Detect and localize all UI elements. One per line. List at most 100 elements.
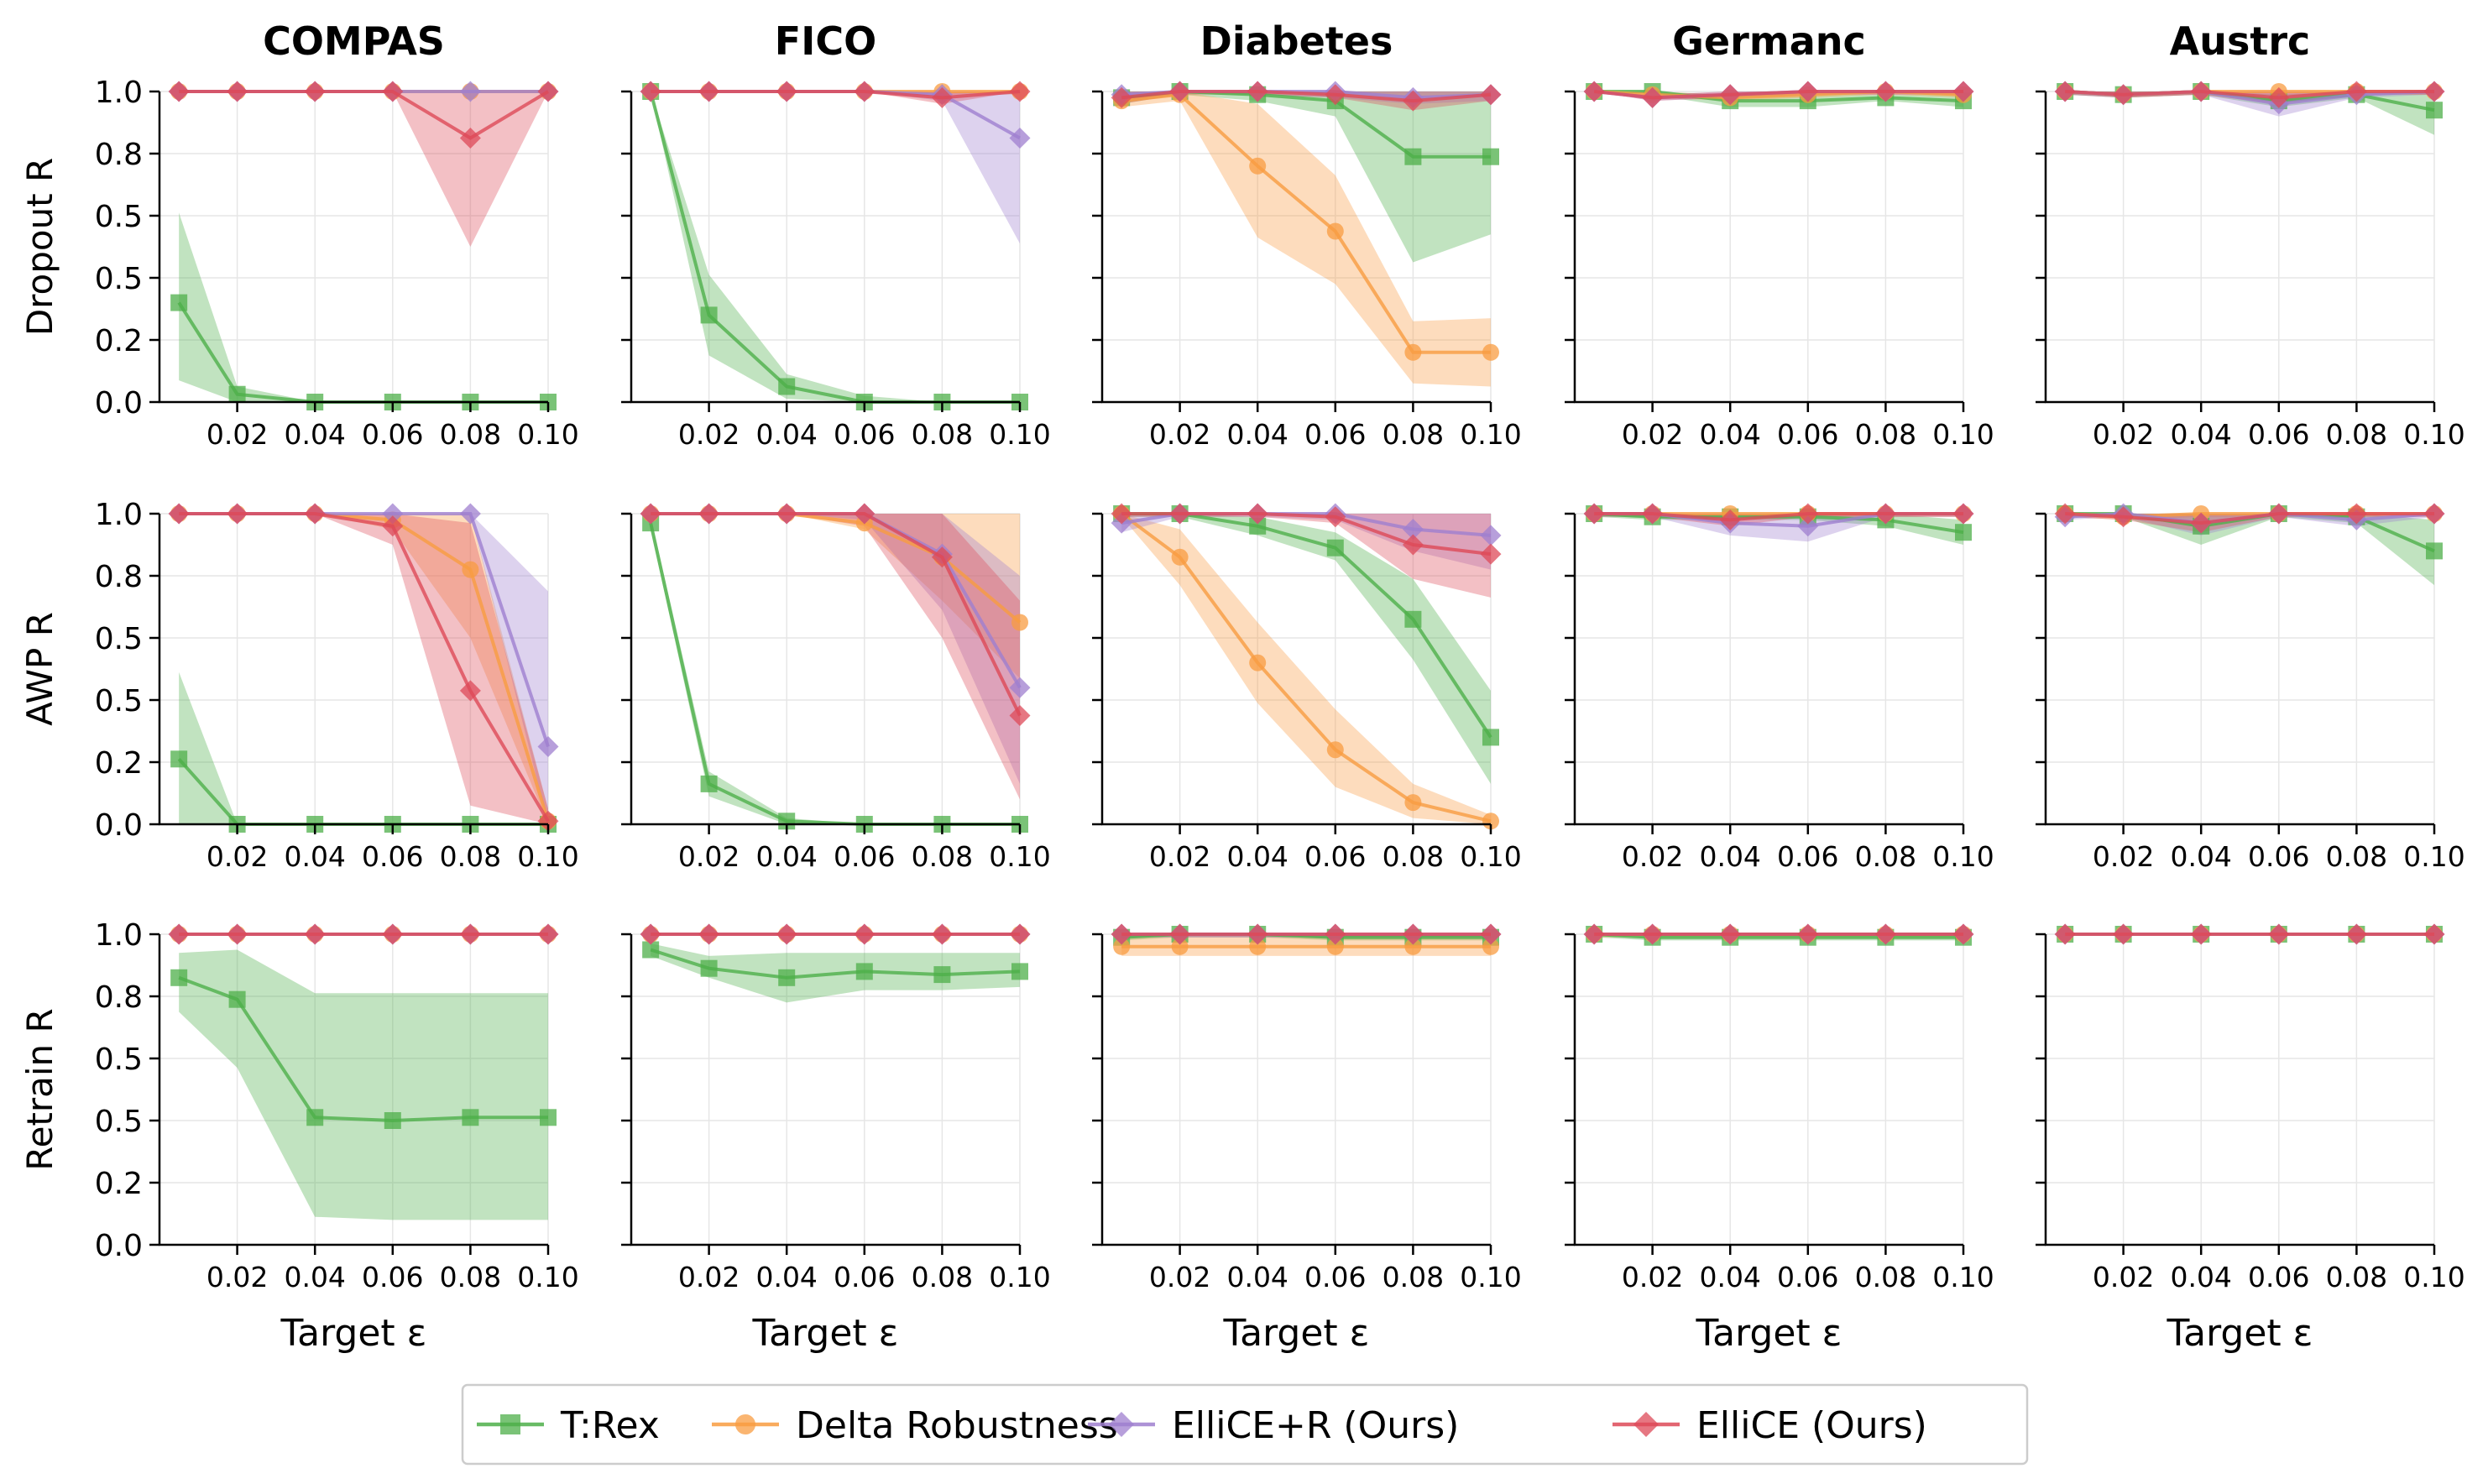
x-tick-label: 0.02 — [1149, 1261, 1210, 1293]
y-tick-label: 1.0 — [95, 498, 143, 532]
point-ellice-ours- — [537, 81, 559, 102]
x-tick-label: 0.02 — [1149, 840, 1210, 873]
point-delta-robustness — [1011, 614, 1028, 631]
point-t-rex — [700, 306, 718, 324]
x-tick-label: 0.10 — [989, 1261, 1050, 1293]
point-delta-robustness — [1171, 938, 1189, 955]
point-ellice-ours- — [1111, 923, 1132, 945]
panel-dropout-austrc: 0.02 0.04 0.06 0.08 0.10 — [2036, 81, 2465, 451]
panel-grid: COMPAS FICO Diabetes Germanc Austrc Dropout R… — [19, 18, 2465, 1355]
y-tick-label: 1.0 — [95, 918, 143, 953]
x-tick-label: 0.08 — [1383, 418, 1444, 451]
point-ellice-ours- — [2268, 503, 2290, 525]
panel-awp-austrc: 0.02 0.04 0.06 0.08 0.10 — [2036, 503, 2465, 873]
x-tick-label: 0.06 — [834, 418, 895, 451]
y-tick-label: 0.0 — [95, 1229, 143, 1263]
y-tick-label: 0.0 — [95, 386, 143, 421]
point-t-rex — [700, 959, 718, 977]
y-tick-label: 0.2 — [95, 746, 143, 781]
point-delta-robustness — [1482, 813, 1499, 830]
x-tick-label: 0.02 — [1622, 418, 1683, 451]
point-t-rex — [778, 378, 796, 395]
legend-marker — [1633, 1412, 1659, 1437]
point-ellice-r-ours- — [382, 503, 404, 525]
point-ellice-ours- — [1583, 923, 1605, 945]
x-tick-label: 0.02 — [1622, 1261, 1683, 1293]
point-ellice-ours- — [1952, 923, 1974, 945]
x-tick-label: 0.08 — [440, 418, 501, 451]
point-ellice-ours- — [854, 503, 876, 525]
point-delta-robustness — [462, 561, 479, 578]
point-t-rex — [384, 1112, 401, 1129]
series-line-delta-robustness — [1120, 512, 1492, 823]
point-ellice-ours- — [698, 503, 720, 525]
point-delta-robustness — [1326, 741, 1344, 759]
band-ellice-ours- — [1121, 514, 1491, 598]
point-delta-robustness — [1113, 938, 1131, 955]
y-tick-label: 0.5 — [95, 262, 143, 296]
legend-label: Delta Robustness — [796, 1404, 1118, 1447]
point-ellice-ours- — [1247, 923, 1268, 945]
point-ellice-ours- — [776, 503, 797, 525]
x-tick-label: 0.10 — [2403, 840, 2464, 873]
band-ellice-r-ours- — [651, 514, 1020, 784]
point-ellice-ours- — [2054, 923, 2076, 945]
x-tick-label: 0.06 — [2248, 1261, 2309, 1293]
point-ellice-ours- — [1169, 923, 1191, 945]
legend-label: T:Rex — [560, 1404, 660, 1447]
point-ellice-ours- — [168, 81, 190, 102]
y-tick-label: 0.2 — [95, 324, 143, 358]
band-ellice-ours- — [179, 91, 548, 247]
x-tick-label: 0.10 — [517, 1261, 578, 1293]
x-tick-label: 0.04 — [284, 840, 345, 873]
point-ellice-ours- — [1325, 506, 1346, 528]
point-ellice-ours- — [1325, 923, 1346, 945]
panel-awp-germanc: 0.02 0.04 0.06 0.08 0.10 — [1565, 503, 1994, 873]
panel-retrain-diabetes: 0.02 0.04 0.06 0.08 0.10 — [1092, 923, 1522, 1293]
series-line-ellice-ours- — [1121, 90, 1492, 103]
legend: T:Rex Delta Robustness ElliCE+R (Ours) Elli… — [461, 1383, 2029, 1466]
point-t-rex — [1011, 963, 1028, 980]
band-delta-robustness — [179, 514, 548, 824]
point-ellice-ours- — [776, 923, 797, 945]
series-line-t-rex — [1594, 90, 1964, 103]
x-tick-label: 0.10 — [1932, 840, 1994, 873]
point-ellice-r-ours- — [1797, 515, 1819, 537]
legend-item-delta-robustness: Delta Robustness — [712, 1404, 1118, 1447]
x-tick-label: 0.08 — [912, 840, 973, 873]
panel-awp-fico: 0.02 0.04 0.06 0.08 0.10 — [621, 503, 1051, 873]
y-tick-label: 0.8 — [95, 980, 143, 1015]
point-ellice-ours- — [1009, 81, 1031, 102]
point-ellice-ours- — [304, 81, 326, 102]
x-tick-label: 0.06 — [834, 840, 895, 873]
point-ellice-ours- — [1402, 90, 1424, 112]
x-tick-label: 0.02 — [678, 1261, 740, 1293]
x-tick-label: 0.04 — [284, 1261, 345, 1293]
point-ellice-ours- — [1325, 84, 1346, 106]
band-t-rex — [179, 671, 548, 824]
point-ellice-ours- — [1402, 923, 1424, 945]
point-t-rex — [228, 385, 246, 403]
x-tick-label: 0.02 — [2093, 840, 2154, 873]
point-t-rex — [1482, 729, 1499, 746]
x-tick-label: 0.02 — [678, 840, 740, 873]
x-tick-label: 0.10 — [517, 840, 578, 873]
panel-dropout-germanc: 0.02 0.04 0.06 0.08 0.10 — [1565, 81, 1994, 451]
x-tick-label: 0.04 — [755, 840, 817, 873]
point-ellice-ours- — [1719, 923, 1741, 945]
point-ellice-ours- — [382, 923, 404, 945]
band-ellice-r-ours- — [1594, 91, 1963, 102]
x-tick-label: 0.10 — [517, 418, 578, 451]
point-ellice-ours- — [1642, 503, 1664, 525]
point-ellice-ours- — [931, 923, 953, 945]
point-ellice-ours- — [698, 923, 720, 945]
x-tick-label: 0.04 — [1226, 1261, 1288, 1293]
panel-dropout-compas: 0.0 0.2 0.5 0.5 0.8 1.0 0.02 0.04 0.06 0.08 0.10 — [95, 76, 579, 451]
point-ellice-ours- — [640, 81, 661, 102]
x-tick-label: 0.02 — [206, 1261, 268, 1293]
point-ellice-ours- — [1480, 543, 1502, 565]
x-tick-label: 0.06 — [362, 1261, 423, 1293]
point-ellice-r-ours- — [537, 736, 559, 757]
x-tick-label: 0.08 — [440, 840, 501, 873]
row-label-retrain: Retrain R — [19, 1008, 60, 1170]
